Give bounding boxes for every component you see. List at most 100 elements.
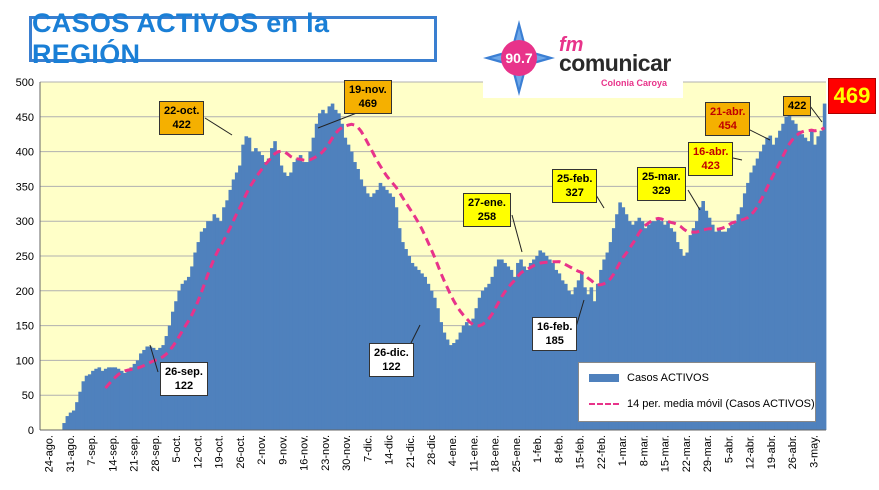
bar bbox=[295, 158, 300, 430]
bar bbox=[193, 252, 197, 430]
bar bbox=[512, 276, 517, 430]
bar bbox=[222, 207, 226, 430]
bar bbox=[375, 189, 380, 430]
bar bbox=[94, 368, 98, 430]
bar bbox=[519, 259, 523, 430]
legend-label-bars: Casos ACTIVOS bbox=[627, 372, 709, 384]
bar bbox=[404, 249, 408, 430]
bar bbox=[378, 182, 383, 430]
bar bbox=[148, 346, 153, 430]
bar bbox=[270, 148, 274, 430]
x-tick-label: 22-feb. bbox=[596, 435, 608, 469]
bar bbox=[627, 221, 632, 430]
current-value-badge: 469 bbox=[828, 78, 876, 114]
bar bbox=[397, 228, 402, 430]
bar bbox=[717, 228, 721, 430]
bar bbox=[659, 221, 664, 430]
legend-label-line: 14 per. media móvil (Casos ACTIVOS) bbox=[627, 398, 815, 410]
bar bbox=[247, 137, 252, 430]
bar bbox=[631, 224, 635, 430]
bar bbox=[698, 207, 702, 430]
bar bbox=[292, 162, 297, 431]
bar bbox=[564, 283, 568, 430]
bar bbox=[484, 287, 488, 430]
bar bbox=[602, 259, 606, 430]
x-tick-label: 30-nov. bbox=[341, 435, 353, 471]
bar bbox=[100, 370, 105, 430]
bar bbox=[135, 360, 140, 430]
bar bbox=[388, 193, 392, 430]
bar bbox=[349, 151, 354, 430]
bar bbox=[637, 217, 642, 430]
bar bbox=[190, 266, 194, 430]
bar bbox=[139, 353, 143, 430]
bar bbox=[778, 130, 782, 430]
bar bbox=[595, 283, 600, 430]
bar bbox=[679, 249, 683, 430]
x-tick-label: 24-ago. bbox=[44, 435, 56, 472]
bar bbox=[500, 259, 504, 430]
annotation-leader bbox=[409, 324, 421, 346]
bar bbox=[394, 207, 399, 430]
annotation-21-abr: 21-abr. 454 bbox=[705, 102, 751, 136]
bar bbox=[308, 151, 312, 430]
annotation-leader bbox=[809, 105, 823, 123]
bar bbox=[710, 224, 715, 430]
bar bbox=[624, 214, 629, 430]
bar bbox=[298, 155, 303, 430]
x-tick-label: 14-sep. bbox=[107, 435, 119, 472]
legend-swatch-line bbox=[589, 403, 619, 405]
bar bbox=[669, 228, 674, 430]
y-tick-label: 0 bbox=[28, 425, 34, 437]
annotation-25-mar: 25-mar. 329 bbox=[637, 167, 686, 201]
bar bbox=[468, 325, 472, 430]
y-tick-label: 200 bbox=[16, 286, 34, 298]
bar bbox=[560, 280, 565, 430]
y-tick-label: 150 bbox=[16, 321, 34, 333]
bar bbox=[289, 172, 293, 431]
bar bbox=[618, 202, 622, 430]
bar bbox=[327, 106, 332, 431]
bar bbox=[91, 370, 95, 430]
bar bbox=[695, 221, 699, 430]
x-tick-label: 26-abr. bbox=[787, 435, 799, 469]
bar bbox=[381, 186, 386, 430]
bar bbox=[800, 134, 805, 430]
bar bbox=[452, 343, 456, 430]
bar bbox=[65, 416, 70, 430]
bar bbox=[206, 221, 210, 430]
bar bbox=[417, 269, 421, 430]
bar bbox=[816, 136, 821, 430]
bar bbox=[305, 162, 309, 431]
bar bbox=[71, 410, 76, 430]
x-tick-label: 12-abr. bbox=[745, 435, 757, 469]
bar bbox=[75, 402, 79, 430]
radio-logo: 90.7 fm comunicar Colonia Caroya bbox=[483, 16, 683, 98]
bar bbox=[254, 148, 258, 430]
y-tick-label: 400 bbox=[16, 147, 34, 159]
x-tick-label: 22-mar. bbox=[681, 435, 693, 472]
bar bbox=[557, 273, 562, 430]
x-tick-label: 1-feb. bbox=[532, 435, 544, 463]
annotation-25-feb: 25-feb. 327 bbox=[552, 169, 598, 203]
bar bbox=[621, 207, 626, 430]
bar bbox=[784, 116, 789, 431]
bar bbox=[333, 109, 338, 430]
bar bbox=[356, 169, 360, 430]
bar bbox=[103, 368, 108, 430]
bar bbox=[650, 221, 654, 430]
bar bbox=[634, 221, 638, 430]
y-tick-label: 300 bbox=[16, 216, 34, 228]
bar bbox=[656, 217, 661, 430]
x-tick-label: 15-feb. bbox=[575, 435, 587, 469]
bar bbox=[685, 252, 690, 430]
bar bbox=[123, 372, 127, 430]
bar bbox=[765, 137, 769, 430]
bar bbox=[116, 368, 121, 430]
annotation-16-abr: 16-abr. 423 bbox=[688, 142, 734, 176]
bar bbox=[436, 308, 440, 430]
bar bbox=[186, 276, 191, 430]
bar bbox=[691, 228, 696, 430]
legend-item-bars: Casos ACTIVOS bbox=[589, 372, 709, 384]
